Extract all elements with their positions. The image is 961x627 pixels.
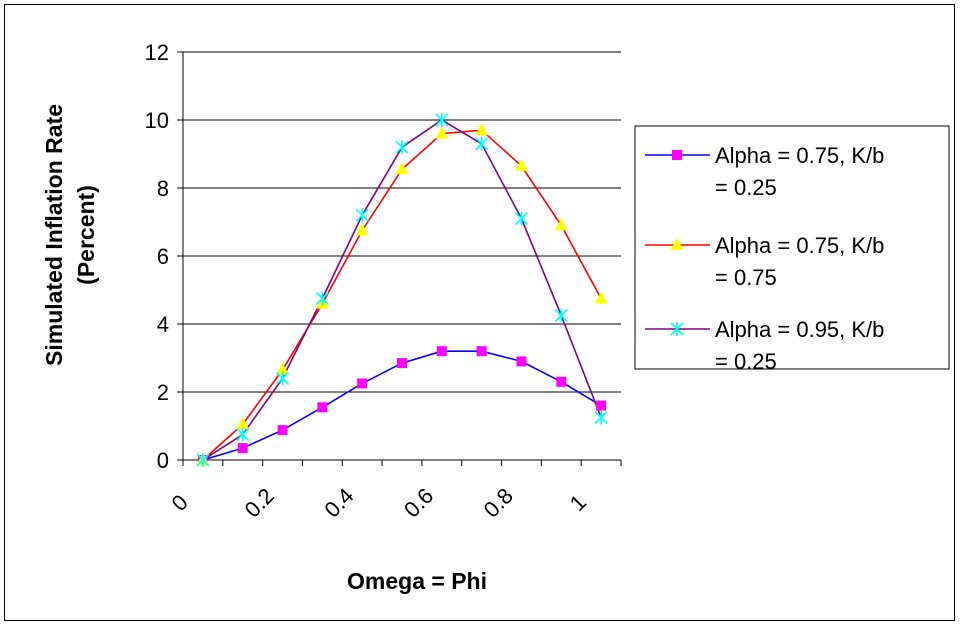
legend-marker-1: [672, 150, 682, 160]
data-point-series-3: [475, 136, 489, 151]
data-point-series-2: [395, 162, 409, 175]
legend-label-2-line-2: = 0.75: [715, 265, 777, 290]
x-axis-label: Omega = Phi: [347, 568, 487, 594]
legend-label-1-line-2: = 0.25: [715, 175, 777, 200]
chart-frame: 0 2 4 6 8 10 12 0 0.2 0.4 0.6 0.8 1 Omega = Phi Sim…: [4, 4, 955, 621]
data-point-series-3: [594, 410, 608, 425]
x-tick-label: 0.6: [399, 483, 438, 522]
data-point-series-3: [196, 453, 210, 467]
y-axis-label-line-2: (Percent): [73, 185, 99, 285]
y-tick-label: 8: [157, 176, 169, 201]
data-point-series-1: [277, 425, 288, 436]
data-point-series-2: [236, 417, 250, 430]
data-point-series-3: [236, 427, 250, 442]
y-tick-label: 6: [157, 244, 169, 269]
data-point-series-3: [395, 140, 409, 155]
legend: Alpha = 0.75, K/b = 0.25 Alpha = 0.75, K/b…: [634, 125, 950, 374]
y-tick-label: 2: [157, 380, 169, 405]
legend-label-3-line-2: = 0.25: [715, 349, 777, 374]
legend-label-3-line-1: Alpha = 0.95, K/b: [715, 317, 884, 342]
data-point-series-1: [237, 443, 248, 454]
data-point-series-3: [554, 308, 568, 323]
y-axis-label: Simulated Inflation Rate (Percent): [41, 104, 99, 366]
data-point-series-1: [516, 356, 527, 367]
gridlines: [183, 51, 621, 393]
x-tick-label: 1: [565, 490, 591, 516]
data-point-series-3: [435, 113, 449, 127]
data-point-series-3: [275, 371, 290, 386]
data-point-series-1: [436, 346, 447, 357]
legend-marker-2: [670, 238, 684, 250]
data-point-series-2: [276, 362, 290, 375]
y-axis-ticks: 0 2 4 6 8 10 12: [145, 40, 183, 473]
data-point-series-2: [514, 158, 528, 171]
data-point-series-3: [514, 211, 529, 226]
legend-label-2-line-1: Alpha = 0.75, K/b: [715, 233, 884, 258]
data-point-series-1: [596, 400, 607, 411]
legend-label-1-line-1: Alpha = 0.75, K/b: [715, 143, 884, 168]
data-point-series-1: [357, 378, 368, 389]
x-tick-label: 0: [167, 490, 193, 516]
series-markers: [196, 113, 608, 467]
x-axis-ticks: 0 0.2 0.4 0.6 0.8 1: [167, 460, 622, 522]
legend-marker-3: [670, 322, 684, 336]
y-tick-label: 0: [157, 448, 169, 473]
data-point-series-3: [315, 291, 329, 306]
x-tick-label: 0.2: [240, 483, 279, 522]
data-point-series-1: [397, 358, 407, 369]
x-tick-label: 0.4: [319, 483, 358, 522]
data-point-series-2: [475, 123, 489, 136]
data-point-series-3: [355, 208, 369, 223]
data-point-series-2: [554, 218, 568, 231]
y-tick-label: 4: [157, 312, 169, 337]
x-tick-label: 0.8: [479, 483, 518, 522]
data-point-series-2: [435, 126, 449, 139]
line-chart: 0 2 4 6 8 10 12 0 0.2 0.4 0.6 0.8 1 Omega = Phi Sim…: [41, 40, 950, 594]
y-axis-label-line-1: Simulated Inflation Rate: [41, 104, 67, 366]
data-point-series-2: [355, 223, 369, 236]
data-point-series-2: [594, 291, 608, 304]
data-point-series-1: [317, 402, 328, 413]
y-tick-label: 10: [145, 108, 169, 133]
data-point-series-1: [476, 346, 487, 357]
series-line-2: [202, 129, 602, 461]
y-tick-label: 12: [145, 40, 169, 65]
data-point-series-1: [556, 376, 567, 387]
